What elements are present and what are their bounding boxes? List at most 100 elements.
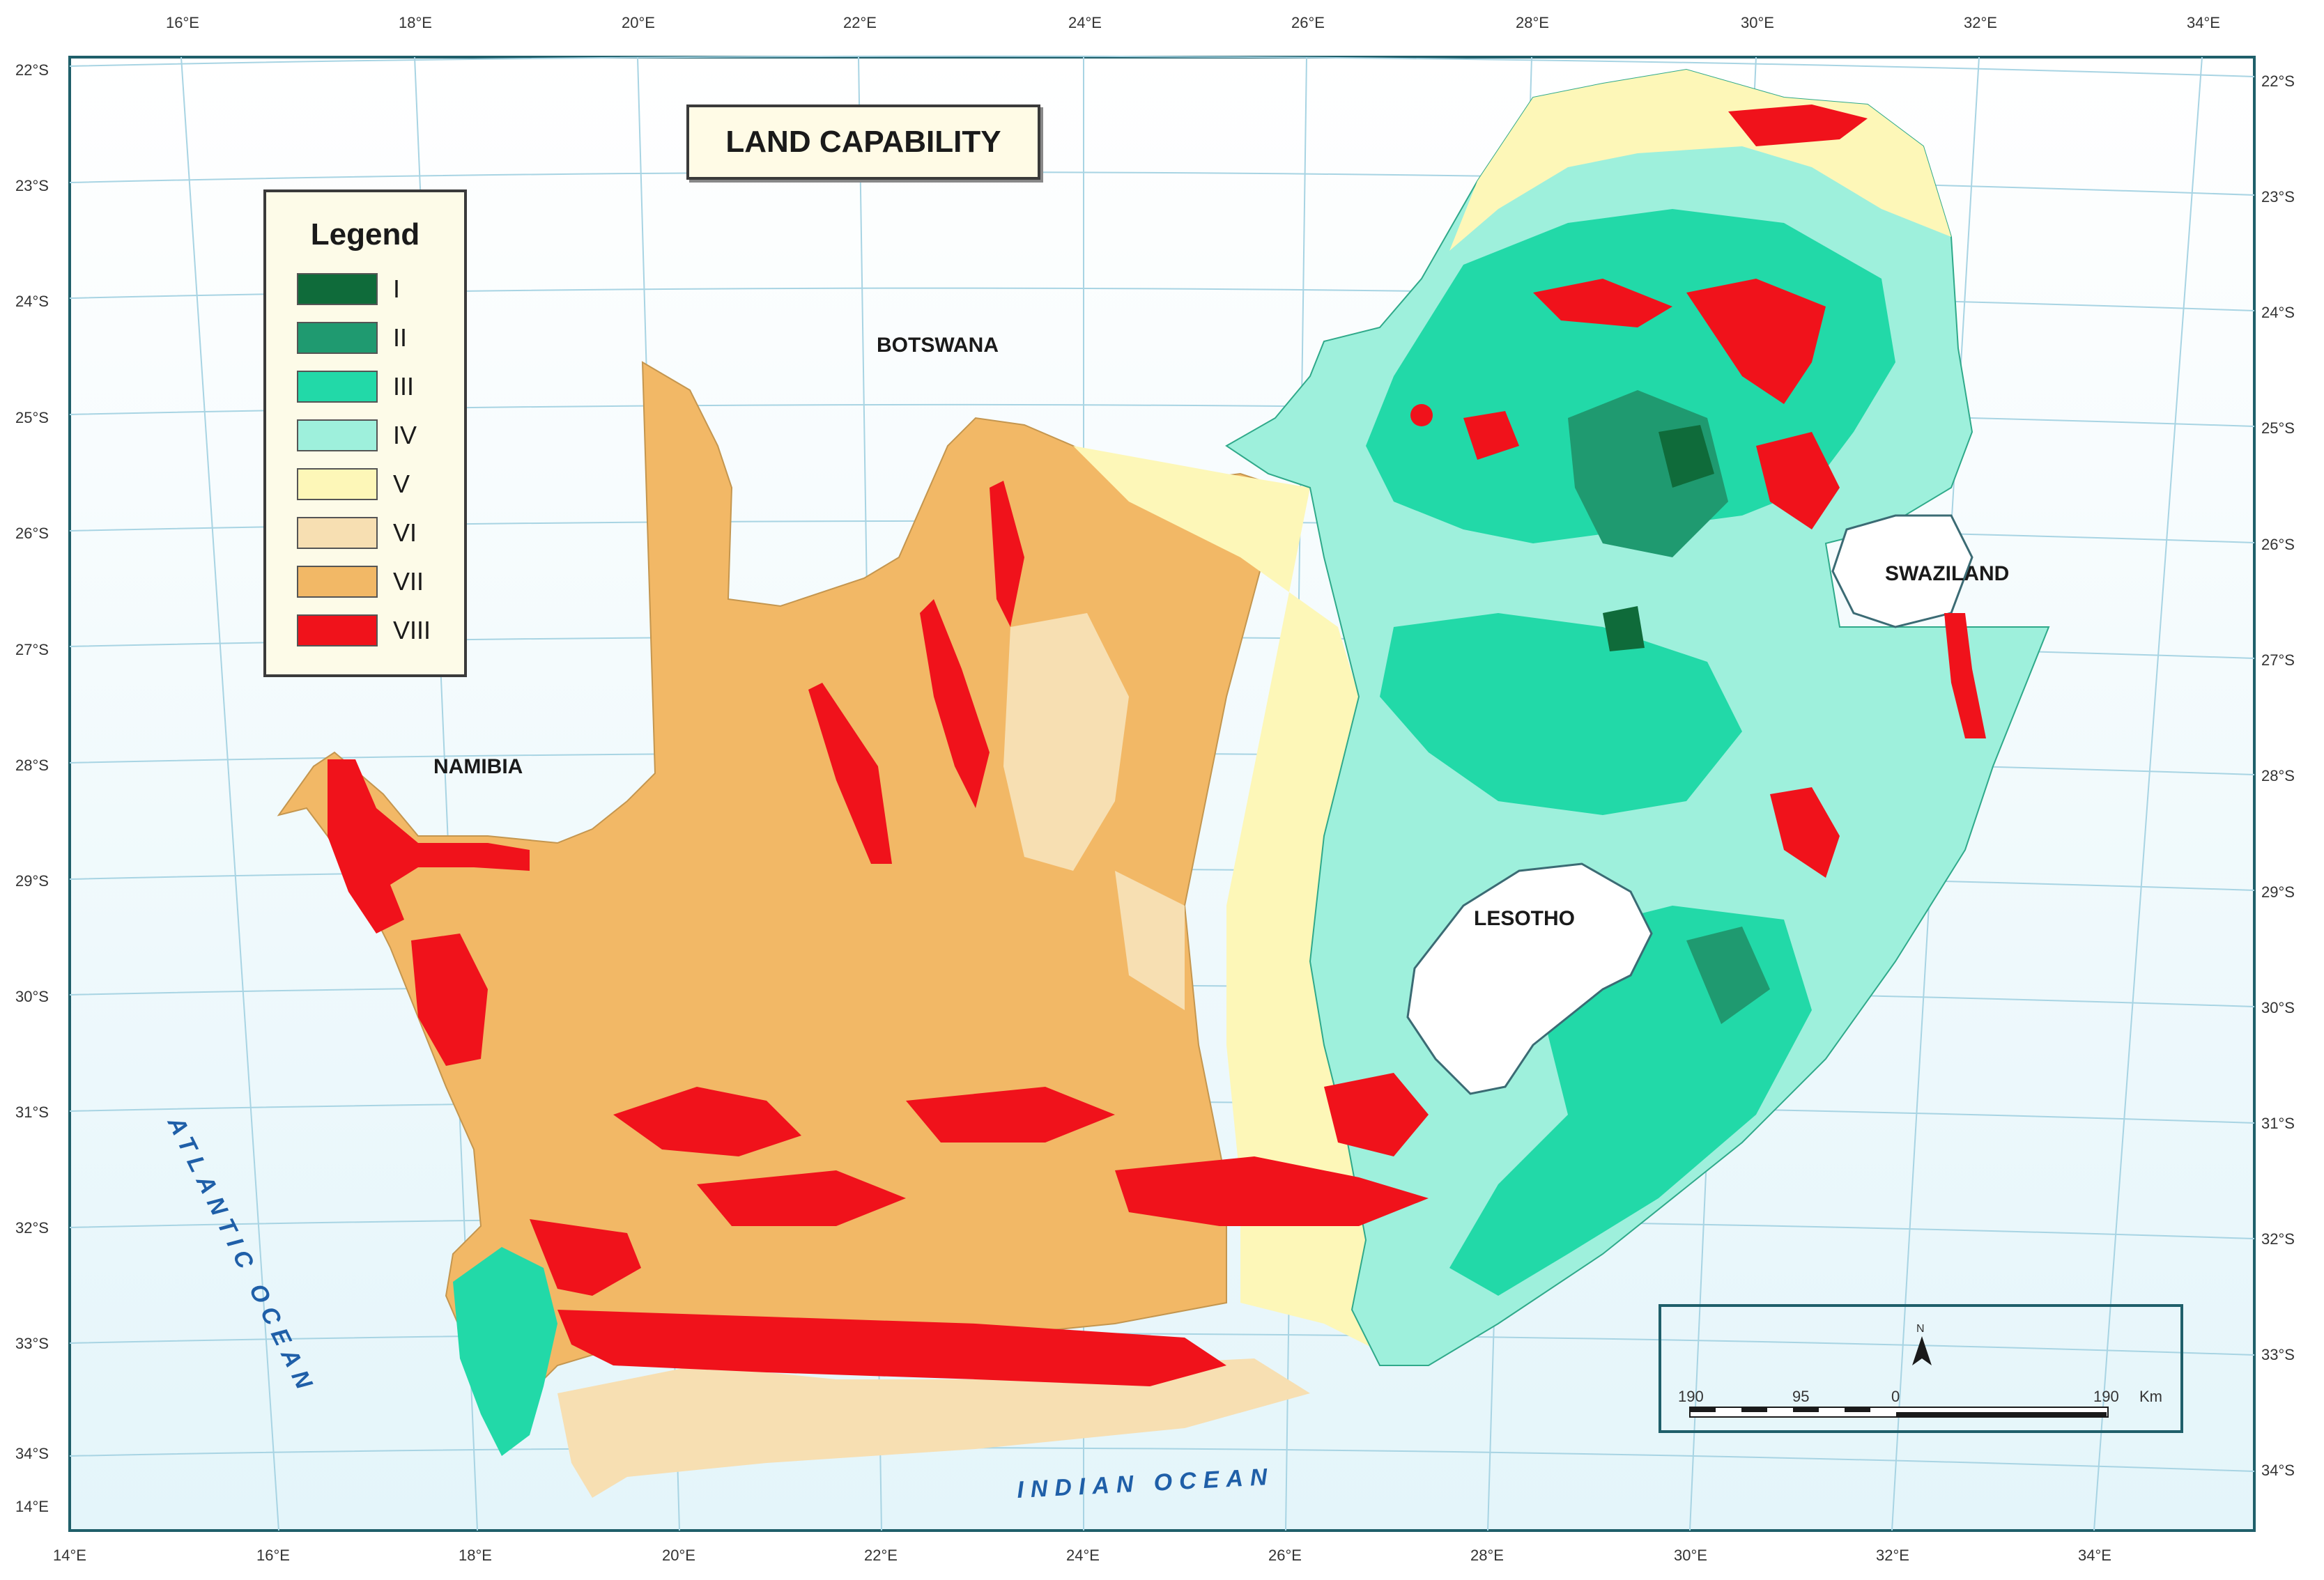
legend-label: VII <box>393 567 424 596</box>
north-arrow-icon <box>1912 1336 1932 1365</box>
lat-label: 33°S <box>15 1335 49 1352</box>
lat-label: 28°S <box>2261 767 2295 784</box>
legend-item: II <box>266 313 464 362</box>
north-label: N <box>1916 1323 1925 1335</box>
scalebar-unit: Km <box>2139 1388 2162 1405</box>
legend-swatch <box>297 614 378 646</box>
lat-label: 30°S <box>15 988 49 1005</box>
lat-label: 25°S <box>2261 419 2295 437</box>
legend-swatch <box>297 273 378 305</box>
land-class-viii-areas <box>328 104 1986 1386</box>
lon-label: 34°E <box>2187 14 2220 31</box>
lat-label: 32°S <box>15 1219 49 1237</box>
legend-item: VII <box>266 557 464 606</box>
land-class-ii-patches <box>1568 390 1770 1024</box>
legend-swatch <box>297 371 378 403</box>
right-latitude-labels: 22°S 23°S 24°S 25°S 26°S 27°S 28°S 29°S … <box>2261 72 2295 1479</box>
lat-label: 27°S <box>2261 651 2295 669</box>
lat-label: 34°S <box>15 1445 49 1462</box>
swaziland-label: SWAZILAND <box>1885 562 2009 585</box>
legend-item: III <box>266 362 464 411</box>
lon-label: 32°E <box>1876 1547 1909 1564</box>
map-title: LAND CAPABILITY <box>686 104 1040 180</box>
legend-swatch <box>297 419 378 451</box>
legend-item: V <box>266 460 464 509</box>
legend-swatch <box>297 566 378 598</box>
lon-label: 22°E <box>843 14 877 31</box>
lat-label: 23°S <box>2261 188 2295 206</box>
lat-label: 22°S <box>15 61 49 79</box>
lat-label: 34°S <box>2261 1462 2295 1479</box>
lat-label: 32°S <box>2261 1230 2295 1248</box>
lon-label: 24°E <box>1066 1547 1100 1564</box>
legend-label: V <box>393 470 410 498</box>
lon-label: 20°E <box>662 1547 695 1564</box>
lat-label: 26°S <box>15 525 49 542</box>
lon-label: 30°E <box>1741 14 1774 31</box>
lon-label: 26°E <box>1291 14 1325 31</box>
lat-label: 33°S <box>2261 1346 2295 1363</box>
lon-label: 34°E <box>2078 1547 2111 1564</box>
lat-label: 26°S <box>2261 536 2295 553</box>
legend-swatch <box>297 468 378 500</box>
legend-label: III <box>393 372 415 401</box>
scalebar-tick: 95 <box>1792 1388 1809 1405</box>
legend-swatch <box>297 517 378 549</box>
scalebar-graphic: N 190 95 0 190 Km <box>1678 1323 2162 1418</box>
lat-label: 23°S <box>15 177 49 194</box>
lon-label: 24°E <box>1068 14 1102 31</box>
lon-label: 22°E <box>864 1547 898 1564</box>
lat-label: 25°S <box>15 409 49 426</box>
land-class-iii-southwest <box>453 1247 557 1456</box>
legend-title: Legend <box>310 217 420 251</box>
scalebar-tick: 0 <box>1891 1388 1900 1405</box>
land-class-iii-northeast <box>1366 209 1895 1296</box>
legend-swatch <box>297 322 378 354</box>
lon-label: 28°E <box>1516 14 1549 31</box>
lon-label: 20°E <box>622 14 655 31</box>
legend-label: VI <box>393 518 417 547</box>
lon-label: 16°E <box>256 1547 290 1564</box>
left-latitude-labels: 22°S 23°S 24°S 25°S 26°S 27°S 28°S 29°S … <box>15 61 49 1515</box>
lat-label: 28°S <box>15 757 49 774</box>
legend-label: IV <box>393 421 417 449</box>
lat-label: 31°S <box>2261 1115 2295 1132</box>
legend-item: VI <box>266 509 464 557</box>
lon-label: 16°E <box>166 14 199 31</box>
land-class-i-patches <box>1603 425 1714 651</box>
lat-label: 29°S <box>15 872 49 890</box>
lat-label: 24°S <box>15 293 49 310</box>
lon-label: 18°E <box>459 1547 492 1564</box>
legend-item: VIII <box>266 606 464 655</box>
lon-label: 30°E <box>1674 1547 1707 1564</box>
namibia-label: NAMIBIA <box>433 755 523 778</box>
lon-label: 18°E <box>399 14 432 31</box>
legend-label: I <box>393 274 401 303</box>
lat-label: 22°S <box>2261 72 2295 90</box>
lon-label: 14°E <box>53 1547 86 1564</box>
lesotho-territory <box>1406 862 1653 1095</box>
lat-label: 27°S <box>15 641 49 658</box>
lat-label: 31°S <box>15 1103 49 1121</box>
lesotho-label: LESOTHO <box>1474 907 1575 930</box>
legend-label: II <box>393 323 408 352</box>
lat-label: 29°S <box>2261 883 2295 901</box>
lat-label: 24°S <box>2261 304 2295 321</box>
scalebar-tick: 190 <box>2093 1388 2119 1405</box>
lon-label: 32°E <box>1964 14 1997 31</box>
lon-label: 26°E <box>1268 1547 1302 1564</box>
scalebar-tick: 190 <box>1678 1388 1704 1405</box>
land-class-vi-patches <box>557 613 1310 1498</box>
botswana-label: BOTSWANA <box>877 334 999 357</box>
lat-label: 30°S <box>2261 999 2295 1016</box>
lat-label: 14°E <box>15 1498 49 1515</box>
scalebar-box <box>1659 1304 2183 1433</box>
lon-label: 28°E <box>1470 1547 1504 1564</box>
top-longitude-labels: 16°E 18°E 20°E 22°E 24°E 26°E 28°E 30°E … <box>166 14 2220 31</box>
bottom-longitude-labels: 14°E 16°E 18°E 20°E 22°E 24°E 26°E 28°E … <box>53 1547 2111 1564</box>
legend-label: VIII <box>393 616 431 644</box>
legend-item: IV <box>266 411 464 460</box>
legend-item: I <box>266 265 464 313</box>
legend-panel: Legend I II III IV V VI VII VIII <box>263 189 467 677</box>
